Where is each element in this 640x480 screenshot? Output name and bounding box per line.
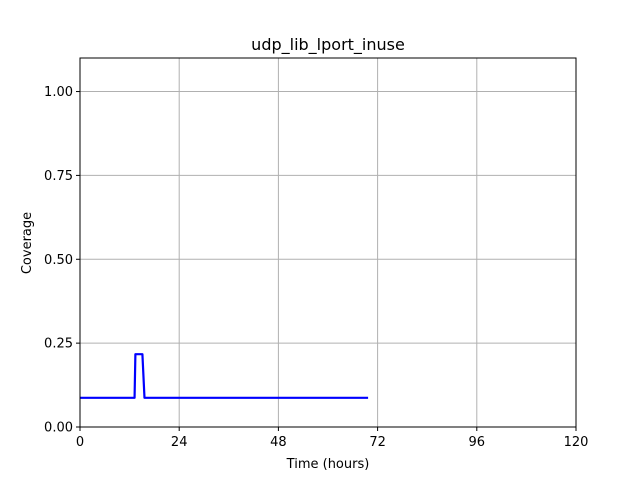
x-tick-label: 24 [171,435,188,450]
y-tick-label: 0.50 [44,253,73,268]
grid-lines [79,58,577,428]
x-tick-label: 72 [369,435,386,450]
x-axis-label: Time (hours) [286,457,370,472]
x-tick-label: 120 [564,435,589,450]
plot-frame [79,57,577,428]
x-axis: 0 24 48 72 96 120 [76,427,589,450]
y-tick-label: 0.75 [44,169,73,184]
coverage-series-line [80,353,369,399]
chart-title: udp_lib_lport_inuse [251,35,405,55]
y-axis: 0.00 0.25 0.50 0.75 1.00 [44,85,80,436]
series-layer [80,353,369,399]
y-tick-label: 0.00 [44,421,73,436]
y-tick-label: 1.00 [44,85,73,100]
x-tick-label: 96 [469,435,486,450]
y-axis-label: Coverage [20,212,35,274]
y-tick-label: 0.25 [44,337,73,352]
x-tick-label: 48 [270,435,287,450]
x-tick-label: 0 [76,435,84,450]
